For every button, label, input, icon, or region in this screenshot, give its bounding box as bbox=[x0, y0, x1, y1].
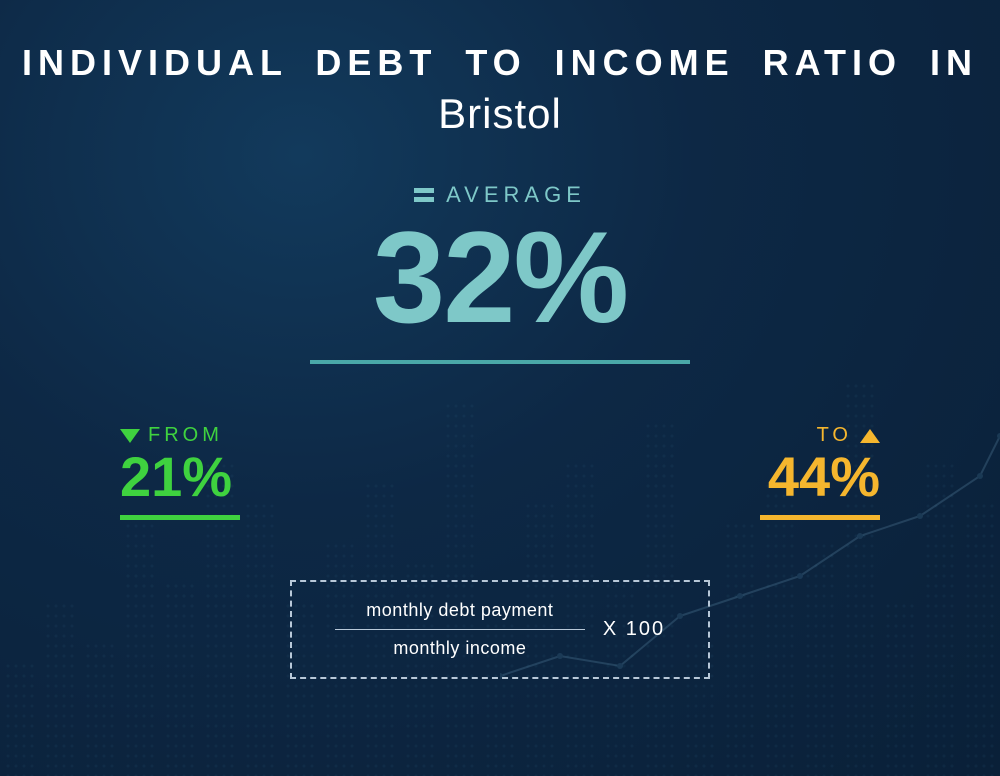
formula-multiplier: X 100 bbox=[603, 618, 665, 641]
formula-box: monthly debt payment monthly income X 10… bbox=[290, 580, 710, 679]
from-value: 21% bbox=[120, 449, 240, 505]
to-underline bbox=[760, 515, 880, 520]
from-label: FROM bbox=[148, 424, 223, 447]
to-label: TO bbox=[817, 424, 852, 447]
infographic-content: INDIVIDUAL DEBT TO INCOME RATIO IN Brist… bbox=[0, 0, 1000, 679]
formula-numerator: monthly debt payment bbox=[366, 600, 553, 621]
formula-fraction: monthly debt payment monthly income bbox=[335, 600, 585, 659]
range-from: FROM 21% bbox=[120, 424, 240, 520]
from-underline bbox=[120, 515, 240, 520]
equals-icon bbox=[414, 188, 434, 202]
average-block: AVERAGE 32% bbox=[0, 182, 1000, 364]
arrow-up-icon bbox=[860, 429, 880, 443]
formula-denominator: monthly income bbox=[393, 638, 526, 659]
to-value: 44% bbox=[760, 449, 880, 505]
range-to: TO 44% bbox=[760, 424, 880, 520]
title-line2: Bristol bbox=[0, 90, 1000, 138]
arrow-down-icon bbox=[120, 429, 140, 443]
range-row: FROM 21% TO 44% bbox=[120, 424, 880, 520]
average-underline bbox=[310, 360, 690, 364]
title-line1: INDIVIDUAL DEBT TO INCOME RATIO IN bbox=[0, 42, 1000, 84]
average-value: 32% bbox=[0, 212, 1000, 342]
fraction-line bbox=[335, 629, 585, 630]
